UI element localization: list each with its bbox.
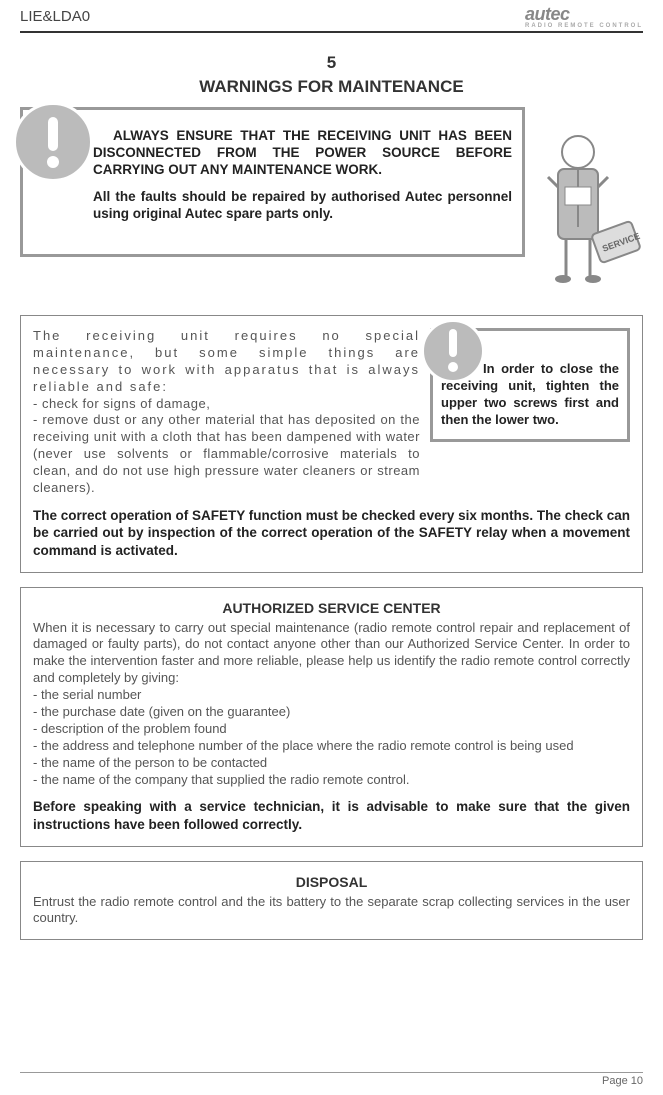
service-item-5: - the name of the person to be contacted bbox=[33, 755, 630, 772]
warning-para-1: ALWAYS ENSURE THAT THE RECEIVING UNIT HA… bbox=[93, 128, 512, 179]
service-item-6: - the name of the company that supplied … bbox=[33, 772, 630, 789]
service-center-para: When it is necessary to carry out specia… bbox=[33, 620, 630, 686]
disposal-heading: DISPOSAL bbox=[33, 874, 630, 890]
disposal-body: Entrust the radio remote control and the… bbox=[33, 894, 630, 928]
doc-code: LIE&LDA0 bbox=[20, 8, 90, 25]
maintenance-box: The receiving unit requires no special m… bbox=[20, 315, 643, 573]
page-footer: Page 10 bbox=[20, 1072, 643, 1087]
service-item-3: - description of the problem found bbox=[33, 721, 630, 738]
maintenance-text: The receiving unit requires no special m… bbox=[33, 328, 420, 497]
service-item-4: - the address and telephone number of th… bbox=[33, 738, 630, 755]
maintenance-item-2: - remove dust or any other material that… bbox=[33, 412, 420, 495]
side-warning-box: In order to close the receiving unit, ti… bbox=[430, 328, 630, 442]
service-technician-icon: SERVICE bbox=[533, 127, 643, 297]
logo-tagline: RADIO REMOTE CONTROL bbox=[525, 23, 643, 29]
page-header: LIE&LDA0 autec RADIO REMOTE CONTROL bbox=[20, 0, 643, 33]
section-number: 5 bbox=[20, 53, 643, 73]
exclamation-icon bbox=[13, 102, 93, 182]
maintenance-row: The receiving unit requires no special m… bbox=[33, 328, 630, 497]
service-item-2: - the purchase date (given on the guaran… bbox=[33, 704, 630, 721]
service-item-1: - the serial number bbox=[33, 687, 630, 704]
brand-logo: autec RADIO REMOTE CONTROL bbox=[525, 4, 643, 29]
service-center-footer: Before speaking with a service technicia… bbox=[33, 798, 630, 833]
disposal-box: DISPOSAL Entrust the radio remote contro… bbox=[20, 861, 643, 941]
section-heading: WARNINGS FOR MAINTENANCE bbox=[20, 77, 643, 97]
maintenance-item-1: - check for signs of damage, bbox=[33, 396, 210, 411]
logo-main: autec bbox=[525, 4, 570, 24]
service-center-heading: AUTHORIZED SERVICE CENTER bbox=[33, 600, 630, 616]
page-number: Page 10 bbox=[602, 1075, 643, 1087]
service-center-body: When it is necessary to carry out specia… bbox=[33, 620, 630, 789]
warning-para-2: All the faults should be repaired by aut… bbox=[93, 189, 512, 223]
main-warning-row: ALWAYS ENSURE THAT THE RECEIVING UNIT HA… bbox=[20, 107, 643, 297]
maintenance-intro: The receiving unit requires no special m… bbox=[33, 328, 420, 394]
service-center-box: AUTHORIZED SERVICE CENTER When it is nec… bbox=[20, 587, 643, 847]
exclamation-icon bbox=[421, 319, 485, 383]
main-warning-box: ALWAYS ENSURE THAT THE RECEIVING UNIT HA… bbox=[20, 107, 525, 257]
safety-check-text: The correct operation of SAFETY function… bbox=[33, 507, 630, 560]
